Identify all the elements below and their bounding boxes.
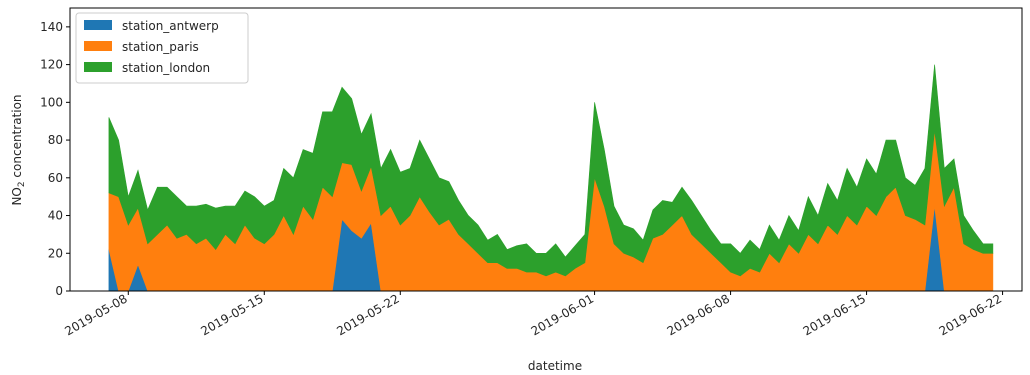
x-tick-label: 2019-06-22 — [937, 291, 1004, 338]
y-tick-label: 140 — [40, 20, 63, 34]
legend-swatch-paris — [84, 41, 112, 51]
y-label-rest: concentration — [10, 94, 24, 181]
legend-box — [75, 12, 249, 84]
y-label-main: NO — [10, 187, 24, 205]
x-tick-label: 2019-06-08 — [665, 291, 732, 338]
legend-swatch-london — [84, 62, 112, 72]
plot-area — [108, 64, 994, 292]
legend-label-london: station_london — [122, 61, 210, 75]
y-tick-label: 40 — [48, 209, 63, 223]
y-tick-label: 20 — [48, 246, 63, 260]
y-axis-label: NO2 concentration — [10, 94, 27, 205]
x-axis-label: datetime — [528, 359, 582, 373]
legend-label-paris: station_paris — [122, 40, 199, 54]
legend-swatch-antwerp — [84, 20, 112, 30]
x-tick-label: 2019-05-15 — [198, 291, 265, 338]
y-tick-label: 100 — [40, 95, 63, 109]
y-tick-label: 80 — [48, 133, 63, 147]
y-tick-label: 60 — [48, 171, 63, 185]
x-tick-label: 2019-06-01 — [529, 291, 596, 338]
x-tick-label: 2019-05-08 — [62, 291, 129, 338]
y-tick-label: 120 — [40, 58, 63, 72]
legend: station_antwerp station_paris station_lo… — [75, 12, 249, 84]
area-station_london — [108, 64, 994, 277]
y-label-sub: 2 — [17, 181, 27, 187]
axes-frame — [69, 7, 1023, 292]
legend-label-antwerp: station_antwerp — [122, 19, 219, 33]
x-tick-label: 2019-06-15 — [801, 291, 868, 338]
y-tick-label: 0 — [55, 284, 63, 298]
x-tick-label: 2019-05-22 — [334, 291, 401, 338]
